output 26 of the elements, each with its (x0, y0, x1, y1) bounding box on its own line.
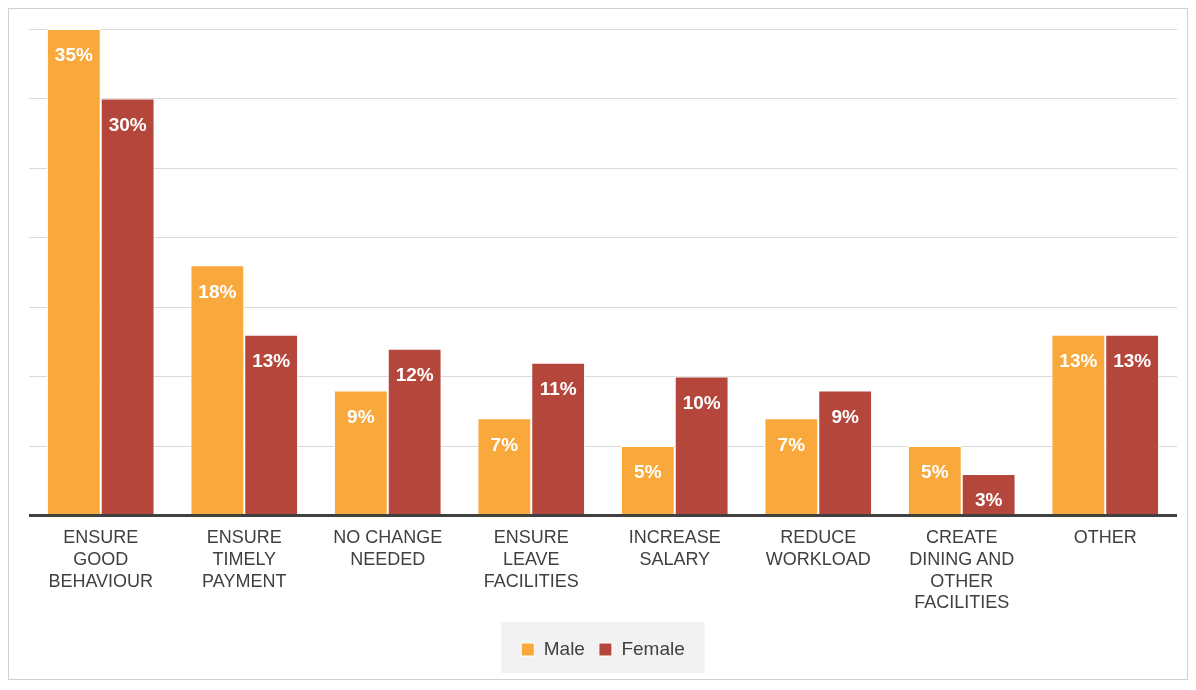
x-tick-label: INCREASE SALARY (628, 527, 721, 569)
data-label: 35% (54, 44, 93, 66)
legend-label: Male (543, 637, 585, 659)
x-tick-label: CREATE DINING AND OTHER FACILITIES (909, 527, 1015, 613)
data-label: 3% (974, 489, 1003, 511)
data-label: 30% (108, 113, 147, 135)
x-tick-label: ENSURE GOOD BEHAVIOUR (48, 527, 154, 591)
x-tick-label: NO CHANGE NEEDED (333, 527, 443, 569)
data-label: 9% (347, 405, 375, 427)
data-label: 13% (1113, 350, 1152, 372)
data-label: 9% (831, 405, 859, 427)
data-label: 7% (490, 433, 519, 455)
data-label: 13% (252, 350, 291, 372)
data-label: 7% (777, 433, 806, 455)
x-tick-label: OTHER (1073, 527, 1137, 548)
x-tick-label: ENSURE LEAVE FACILITIES (483, 527, 579, 591)
data-label: 13% (1059, 350, 1098, 372)
data-label: 5% (921, 461, 949, 483)
data-label: 12% (395, 364, 434, 385)
x-tick-label: REDUCE WORKLOAD (765, 527, 871, 569)
legend-label: Female (621, 637, 685, 659)
data-label: 18% (198, 280, 237, 302)
x-tick-label: ENSURE TIMELY PAYMENT (202, 527, 287, 591)
data-label: 11% (539, 377, 577, 399)
data-label: 10% (682, 391, 721, 413)
data-label: 5% (634, 461, 662, 483)
